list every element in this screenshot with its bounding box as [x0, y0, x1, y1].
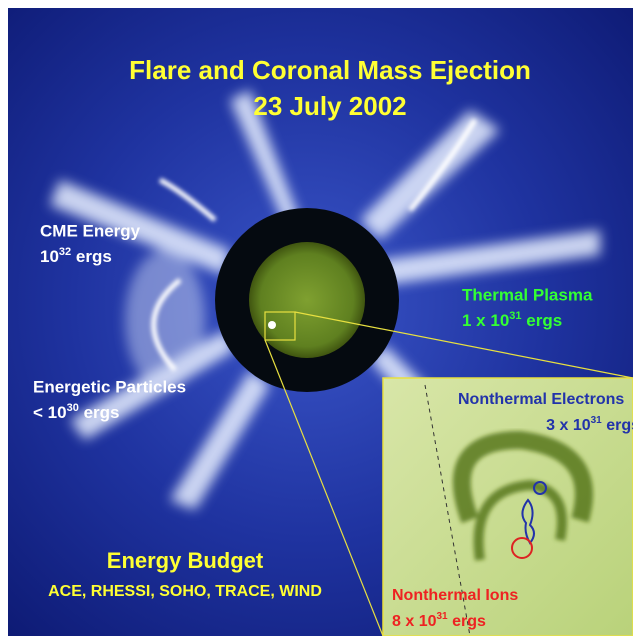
energy-base: 10: [40, 247, 59, 266]
energy-unit: ergs: [76, 247, 112, 266]
inset: [382, 377, 633, 636]
energy-base: 10: [490, 311, 509, 330]
zoom-line: [264, 339, 384, 636]
label-energy: 1 x 1031 ergs: [462, 305, 562, 330]
energy-unit: ergs: [452, 613, 486, 630]
label-energy: 3 x 1031 ergs: [546, 411, 633, 434]
label-name: Energetic Particles: [33, 377, 186, 396]
energy-exponent: 31: [591, 415, 603, 426]
title: Flare and Coronal Mass Ejection: [129, 55, 531, 85]
footer-title: Energy Budget: [107, 548, 264, 573]
label-energy: 8 x 1031 ergs: [392, 607, 486, 630]
energy-exponent: 31: [437, 611, 449, 622]
label-name: Nonthermal Ions: [392, 587, 518, 604]
streamers: [151, 118, 478, 372]
label-name: CME Energy: [40, 221, 141, 240]
missions: ACE, RHESSI, SOHO, TRACE, WIND: [48, 583, 322, 600]
energy-prefix: 8 x: [392, 613, 414, 630]
energy-unit: ergs: [84, 403, 120, 422]
energy-exponent: 30: [67, 402, 79, 414]
sun: [249, 242, 365, 358]
date: 23 July 2002: [253, 91, 406, 121]
energy-exponent: 32: [59, 246, 71, 258]
label-name: Nonthermal Electrons: [458, 391, 624, 408]
energy-prefix: 3 x: [546, 417, 568, 434]
zoom-box: [264, 311, 296, 341]
energy-base: 10: [48, 403, 67, 422]
energy-base: 10: [573, 417, 591, 434]
flare: [268, 321, 276, 329]
label-name: Thermal Plasma: [462, 285, 593, 304]
energy-prefix: 1 x: [462, 311, 486, 330]
energy-unit: ergs: [606, 417, 633, 434]
label-energy: < 1030 ergs: [33, 397, 120, 422]
energy-base: 10: [419, 613, 437, 630]
energy-prefix: <: [33, 403, 43, 422]
label-energy: 1032 ergs: [40, 241, 112, 266]
zoom-line: [294, 311, 633, 379]
energy-exponent: 31: [509, 310, 521, 322]
energy-unit: ergs: [526, 311, 562, 330]
